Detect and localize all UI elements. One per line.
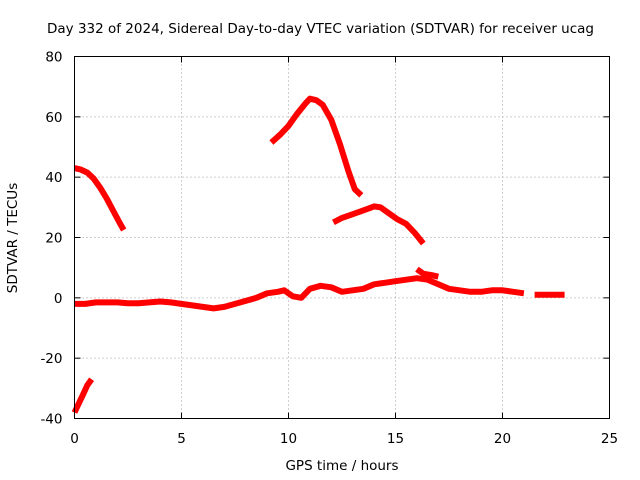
series-layer	[71, 95, 565, 414]
series-line-arc-6	[415, 266, 439, 280]
x-tick-label: 0	[70, 431, 79, 447]
y-tick-label: 40	[45, 170, 62, 186]
y-tick-label: -40	[40, 412, 62, 428]
series-line-arc-1	[71, 377, 95, 414]
y-tick-label: 60	[45, 110, 62, 126]
series-line-arc-2	[73, 165, 127, 232]
grid	[74, 56, 610, 419]
chart-title: Day 332 of 2024, Sidereal Day-to-day VTE…	[47, 21, 594, 37]
x-tick-label: 20	[494, 431, 511, 447]
y-tick-label: 20	[45, 231, 62, 247]
y-tick-label: 0	[54, 291, 63, 307]
x-tick-label: 5	[177, 431, 186, 447]
x-axis-label: GPS time / hours	[285, 458, 398, 474]
ticks: 0 5 10 15 20 25 -40 -20 0 20 40 60 80	[40, 50, 618, 448]
series-line-arc-4	[332, 203, 426, 246]
y-tick-label: -20	[40, 351, 62, 367]
series-line-arc-3	[269, 95, 364, 198]
x-tick-label: 10	[280, 431, 297, 447]
x-tick-label: 25	[601, 431, 618, 447]
series-line-arc-5	[74, 275, 525, 312]
y-tick-label: 80	[45, 50, 62, 66]
x-tick-label: 15	[387, 431, 404, 447]
y-axis-label: SDTVAR / TECUs	[5, 183, 21, 293]
